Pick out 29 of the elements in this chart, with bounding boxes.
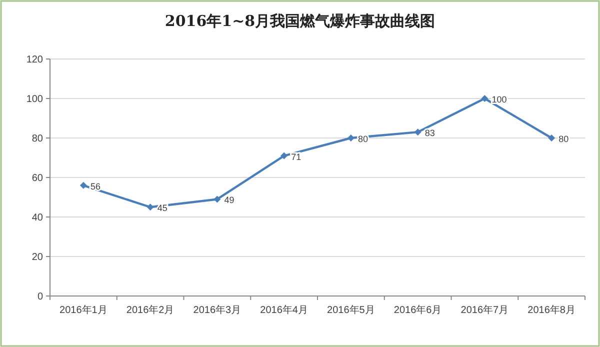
x-tick-label: 2016年1月	[60, 304, 108, 316]
data-label: 80	[558, 134, 569, 144]
point	[347, 134, 354, 142]
x-tick-label: 2016年7月	[460, 304, 509, 316]
x-tick-label: 2016年3月	[193, 304, 242, 316]
y-tick-label: 100	[26, 94, 44, 105]
y-tick-label: 80	[32, 134, 44, 144]
chart-title: 2016年1~8月我国燃气爆炸事故曲线图	[164, 12, 436, 30]
x-tick-label: 2016年8月	[528, 304, 576, 316]
point	[146, 204, 154, 211]
x-tick-label: 2016年2月	[126, 304, 174, 316]
y-tick-label: 20	[32, 252, 44, 263]
y-tick-label: 0	[37, 292, 44, 302]
y-tick-label: 40	[32, 212, 44, 224]
point	[214, 196, 221, 203]
point	[80, 182, 87, 189]
y-tick-label: 60	[32, 173, 44, 184]
x-tick-label: 2016年4月	[260, 304, 308, 316]
point	[414, 128, 422, 136]
point	[548, 134, 556, 142]
data-label: 71	[291, 152, 302, 162]
y-tick-label: 120	[26, 54, 44, 66]
data-label: 49	[224, 195, 234, 206]
point	[280, 152, 288, 160]
x-tick-label: 2016年6月	[394, 304, 442, 316]
data-label: 100	[492, 94, 507, 104]
point	[481, 95, 488, 102]
data-label: 83	[424, 128, 435, 138]
x-tick-label: 2016年5月	[327, 304, 375, 316]
